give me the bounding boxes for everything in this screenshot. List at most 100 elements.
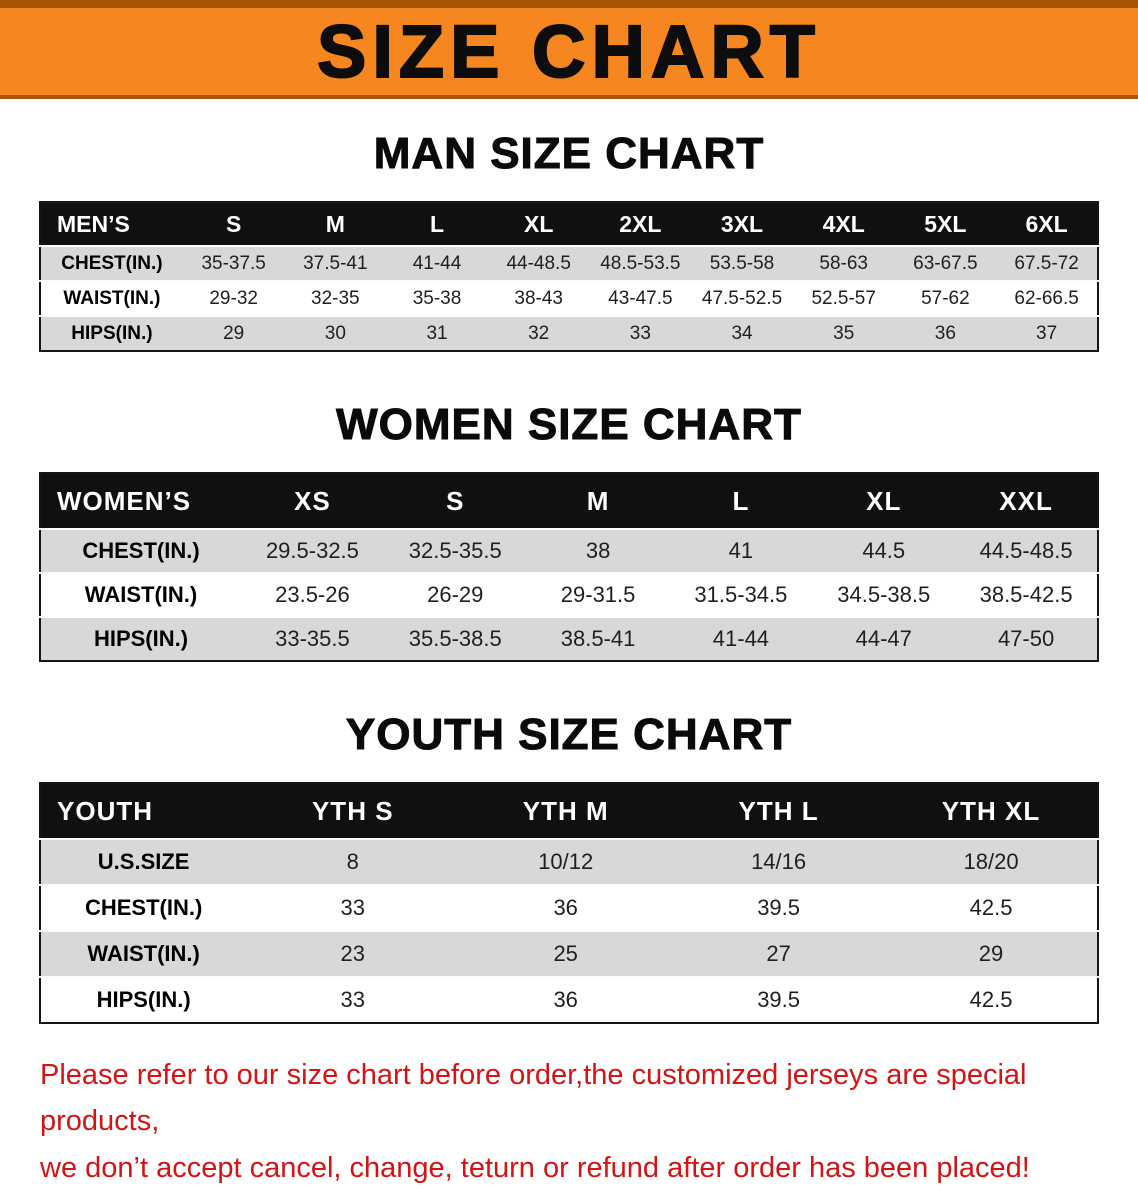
value-cell: 63-67.5 bbox=[913, 252, 978, 274]
size-column-header: XXL bbox=[955, 473, 1098, 529]
value-cell: 36 bbox=[553, 987, 578, 1012]
value-cell: 53.5-58 bbox=[709, 252, 775, 274]
value-cell: 18/20 bbox=[963, 849, 1019, 874]
value-cell: 38-43 bbox=[514, 287, 563, 309]
row-label-cell: CHEST(IN.) bbox=[61, 252, 163, 274]
value-cell: 25 bbox=[553, 941, 578, 966]
value-cell: 37.5-41 bbox=[303, 252, 368, 274]
value-cell: 35 bbox=[833, 322, 855, 344]
value-cell: 42.5 bbox=[969, 895, 1013, 920]
value-cell: 33 bbox=[340, 895, 365, 920]
value-cell: 41 bbox=[728, 538, 754, 563]
size-column-header: XS bbox=[241, 473, 384, 529]
table-row: CHEST(IN.) 33 36 39.5 42.5 bbox=[40, 885, 1098, 931]
row-label-cell: WAIST(IN.) bbox=[84, 582, 198, 607]
value-cell: 29 bbox=[978, 941, 1004, 966]
table-row: WAIST(IN.) 29-32 32-35 35-38 38-43 43-47.5 47.… bbox=[40, 281, 1098, 316]
value-cell: 42.5 bbox=[969, 987, 1013, 1012]
value-cell: 39.5 bbox=[757, 895, 801, 920]
value-cell: 10/12 bbox=[538, 849, 594, 874]
value-cell: 31 bbox=[426, 322, 448, 344]
size-column-header: L bbox=[669, 473, 813, 529]
size-column-header: L bbox=[386, 202, 488, 246]
value-cell: 29-32 bbox=[209, 287, 258, 309]
value-cell: 29.5-32.5 bbox=[265, 538, 359, 563]
table-header-row: YOUTH YTH S YTH M YTH L YTH XL bbox=[40, 783, 1098, 839]
table-row: HIPS(IN.) 29 30 31 32 33 34 35 36 37 bbox=[40, 316, 1098, 351]
value-cell: 29-31.5 bbox=[560, 582, 636, 607]
table-row: CHEST(IN.) 35-37.5 37.5-41 41-44 44-48.5 48.5… bbox=[40, 246, 1098, 281]
value-cell: 41-44 bbox=[712, 626, 770, 651]
value-cell: 47-50 bbox=[997, 626, 1055, 651]
value-cell: 36 bbox=[553, 895, 578, 920]
value-cell: 44.5 bbox=[862, 538, 906, 563]
value-cell: 48.5-53.5 bbox=[600, 252, 681, 274]
size-column-header: 5XL bbox=[894, 202, 997, 246]
value-cell: 34 bbox=[731, 322, 753, 344]
value-cell: 43-47.5 bbox=[608, 287, 673, 309]
value-cell: 32 bbox=[528, 322, 550, 344]
table-row: U.S.SIZE 8 10/12 14/16 18/20 bbox=[40, 839, 1098, 885]
value-cell: 44.5-48.5 bbox=[979, 538, 1073, 563]
value-cell: 26-29 bbox=[427, 582, 484, 607]
value-cell: 14/16 bbox=[751, 849, 807, 874]
size-column-header: XL bbox=[812, 473, 956, 529]
value-cell: 47.5-52.5 bbox=[701, 287, 783, 309]
value-cell: 38.5-41 bbox=[560, 626, 636, 651]
table-row: WAIST(IN.) 23.5-26 26-29 29-31.5 31.5-34.5 34… bbox=[40, 573, 1098, 617]
table-row: WAIST(IN.) 23 25 27 29 bbox=[40, 931, 1098, 977]
value-cell: 44-48.5 bbox=[506, 252, 571, 274]
disclaimer-line-1: Please refer to our size chart before or… bbox=[40, 1059, 1027, 1138]
value-cell: 33-35.5 bbox=[275, 626, 350, 651]
size-column-header: 3XL bbox=[691, 202, 793, 246]
value-cell: 57-62 bbox=[921, 287, 970, 309]
value-cell: 31.5-34.5 bbox=[694, 582, 788, 607]
size-column-header: S bbox=[383, 473, 527, 529]
value-cell: 23 bbox=[340, 941, 365, 966]
value-cell: 29 bbox=[223, 322, 245, 344]
table-title-cell: YOUTH bbox=[40, 783, 247, 839]
table-header-row: MEN’S S M L XL 2XL 3XL 4XL 5XL 6XL bbox=[40, 202, 1098, 246]
value-cell: 30 bbox=[324, 322, 346, 344]
value-cell: 35-37.5 bbox=[201, 252, 266, 274]
size-column-header: 4XL bbox=[792, 202, 895, 246]
size-column-header: YTH S bbox=[246, 783, 460, 839]
table-title-cell: WOMEN’S bbox=[40, 473, 242, 529]
value-cell: 34.5-38.5 bbox=[837, 582, 931, 607]
value-cell: 39.5 bbox=[757, 987, 801, 1012]
value-cell: 38.5-42.5 bbox=[979, 582, 1073, 607]
page-title: SIZE CHART bbox=[316, 9, 821, 93]
youth-section-heading: YOUTH SIZE CHART bbox=[345, 710, 793, 760]
size-column-header: 6XL bbox=[996, 202, 1098, 246]
value-cell: 41-44 bbox=[412, 252, 462, 274]
value-cell: 37 bbox=[1036, 322, 1058, 344]
women-section-heading: WOMEN SIZE CHART bbox=[336, 400, 802, 450]
size-column-header: YTH L bbox=[672, 783, 886, 839]
value-cell: 33 bbox=[629, 322, 651, 344]
row-label-cell: CHEST(IN.) bbox=[82, 538, 200, 563]
size-column-header: YTH XL bbox=[885, 783, 1098, 839]
men-section-heading: MAN SIZE CHART bbox=[373, 129, 765, 179]
size-column-header: M bbox=[284, 202, 387, 246]
value-cell: 8 bbox=[346, 849, 359, 874]
row-label-cell: HIPS(IN.) bbox=[96, 987, 191, 1012]
table-title-cell: MEN’S bbox=[40, 202, 183, 246]
row-label-cell: HIPS(IN.) bbox=[71, 322, 153, 344]
size-column-header: S bbox=[182, 202, 285, 246]
row-label-cell: WAIST(IN.) bbox=[87, 941, 200, 966]
value-cell: 52.5-57 bbox=[811, 287, 876, 309]
value-cell: 33 bbox=[340, 987, 365, 1012]
size-column-header: 2XL bbox=[589, 202, 692, 246]
row-label-cell: CHEST(IN.) bbox=[84, 895, 203, 920]
disclaimer-line-2: we don’t accept cancel, change, teturn o… bbox=[40, 1151, 1030, 1184]
value-cell: 67.5-72 bbox=[1014, 252, 1079, 274]
table-row: HIPS(IN.) 33-35.5 35.5-38.5 38.5-41 41-44 44-… bbox=[40, 617, 1098, 661]
value-cell: 32-35 bbox=[311, 287, 360, 309]
value-cell: 62-66.5 bbox=[1014, 287, 1079, 309]
row-label-cell: U.S.SIZE bbox=[97, 849, 190, 874]
value-cell: 58-63 bbox=[819, 252, 868, 274]
row-label-cell: HIPS(IN.) bbox=[93, 626, 189, 651]
table-row: HIPS(IN.) 33 36 39.5 42.5 bbox=[40, 977, 1098, 1023]
value-cell: 32.5-35.5 bbox=[408, 538, 502, 563]
